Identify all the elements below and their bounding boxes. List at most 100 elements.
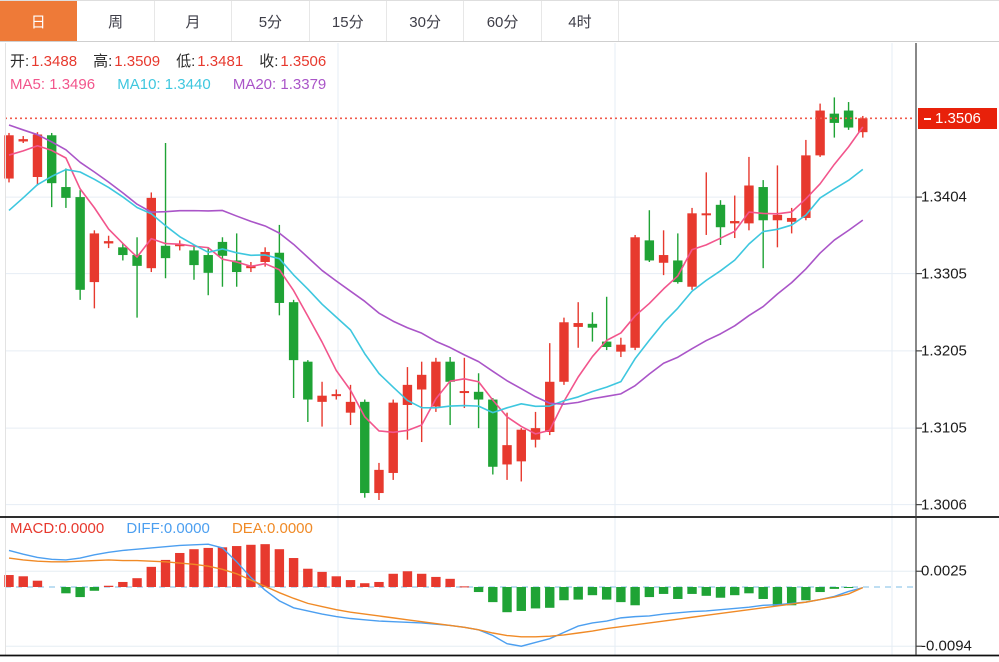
macd-bar [786, 587, 797, 606]
open-value: 1.3488 [31, 53, 78, 70]
candle-body [488, 399, 498, 467]
candle-body [587, 323, 598, 328]
candle-body [274, 252, 285, 303]
macd-bar [673, 587, 683, 599]
macd-bar [345, 580, 356, 588]
candle-body [388, 402, 398, 473]
candle-body [673, 260, 683, 283]
tab-month[interactable]: 月 [154, 1, 233, 41]
macd-bar [388, 573, 398, 588]
tab-30min[interactable]: 30分 [386, 1, 465, 41]
diff-value-legend: DIFF:0.0000 [126, 520, 210, 537]
macd-bar [260, 544, 270, 588]
macd-bar [118, 581, 128, 588]
ma20-line [8, 124, 864, 406]
macd-bar [601, 587, 612, 600]
macd-bar [331, 576, 341, 588]
candle-body [160, 245, 171, 259]
candle-body [616, 344, 626, 352]
candle-body [701, 213, 711, 216]
candle-body [189, 250, 199, 266]
open-label: 开: [10, 53, 30, 70]
macd-bar [758, 587, 768, 599]
candle-body [445, 361, 455, 382]
candle-body [303, 361, 313, 400]
macd-bar [616, 587, 626, 603]
macd-bar [217, 547, 228, 588]
candle-body [502, 445, 512, 465]
ma5-legend: MA5: 1.3496 [10, 76, 96, 93]
tab-5min[interactable]: 5分 [232, 1, 310, 41]
candle-body [801, 155, 811, 218]
candle-body [416, 374, 427, 390]
candle-body [644, 240, 655, 261]
macd-bar [89, 587, 100, 591]
macd-bar [630, 587, 640, 606]
candle-body [573, 323, 583, 327]
candle-body [459, 391, 470, 394]
tabbar-filler [619, 1, 999, 41]
macd-bar [360, 583, 370, 588]
price-tick-1.3404: 1.3404 [921, 188, 967, 206]
high-value: 1.3509 [114, 53, 161, 70]
macd-bar [160, 559, 171, 588]
candle-body [658, 255, 669, 263]
candle-body [61, 187, 71, 198]
current-price-value: 1.3506 [935, 110, 981, 127]
candle-body [360, 401, 370, 494]
tab-day[interactable]: 日 [0, 1, 78, 41]
candle-body [815, 110, 825, 156]
macd-tick-pos: 0.0025 [921, 562, 967, 580]
candle-body [601, 341, 612, 347]
macd-bar [815, 587, 825, 593]
price-tick-1.3006: 1.3006 [921, 496, 967, 514]
tab-60min[interactable]: 60分 [464, 1, 542, 41]
candle-body [730, 221, 740, 224]
candle-body [431, 361, 441, 407]
macd-bar [559, 587, 569, 601]
tab-15min[interactable]: 15分 [309, 1, 387, 41]
candle-body [75, 197, 85, 290]
macd-bar [18, 576, 28, 588]
macd-bar [61, 587, 71, 594]
macd-bar [4, 575, 14, 588]
macd-bar [431, 576, 441, 588]
candle-body [4, 135, 14, 179]
macd-bar [416, 573, 427, 588]
macd-bar [374, 581, 384, 588]
high-label: 高: [93, 53, 113, 70]
macd-bar [189, 549, 199, 588]
tab-4hour[interactable]: 4时 [541, 1, 620, 41]
candle-body [260, 251, 270, 262]
macd-bar [730, 587, 740, 596]
macd-bar [772, 587, 783, 606]
ma10-line [8, 168, 864, 414]
candle-body [345, 401, 356, 413]
macd-bar [288, 558, 299, 588]
ma5-line [8, 126, 864, 435]
macd-bar [801, 587, 811, 601]
dea-value-legend: DEA:0.0000 [231, 520, 313, 537]
macd-bar [132, 578, 142, 588]
price-tick-1.3205: 1.3205 [921, 342, 967, 360]
macd-bar [530, 587, 541, 609]
candle-body [829, 113, 840, 123]
macd-legend: MACD:0.0000 DIFF:0.0000 DEA:0.0000 [10, 519, 331, 539]
timeframe-tabbar: 日 周 月 5分 15分 30分 60分 4时 [0, 0, 999, 42]
macd-bar [587, 587, 598, 596]
macd-bar [146, 566, 156, 588]
macd-bar [246, 544, 256, 588]
macd-bar [32, 580, 43, 588]
macd-bar [445, 578, 455, 588]
low-value: 1.3481 [197, 53, 244, 70]
candle-body [786, 217, 797, 222]
macd-bar [473, 587, 484, 593]
badge-tick-icon [924, 117, 931, 120]
price-chart-svg[interactable] [0, 42, 999, 662]
tab-week[interactable]: 周 [77, 1, 155, 41]
chart-area: 开: 1.3488 高: 1.3509 低: 1.3481 收: 1.3506 MA5: 1.… [0, 42, 999, 662]
macd-tick-neg: -0.0094 [921, 637, 972, 655]
candle-body [103, 241, 114, 244]
candle-body [744, 185, 754, 224]
